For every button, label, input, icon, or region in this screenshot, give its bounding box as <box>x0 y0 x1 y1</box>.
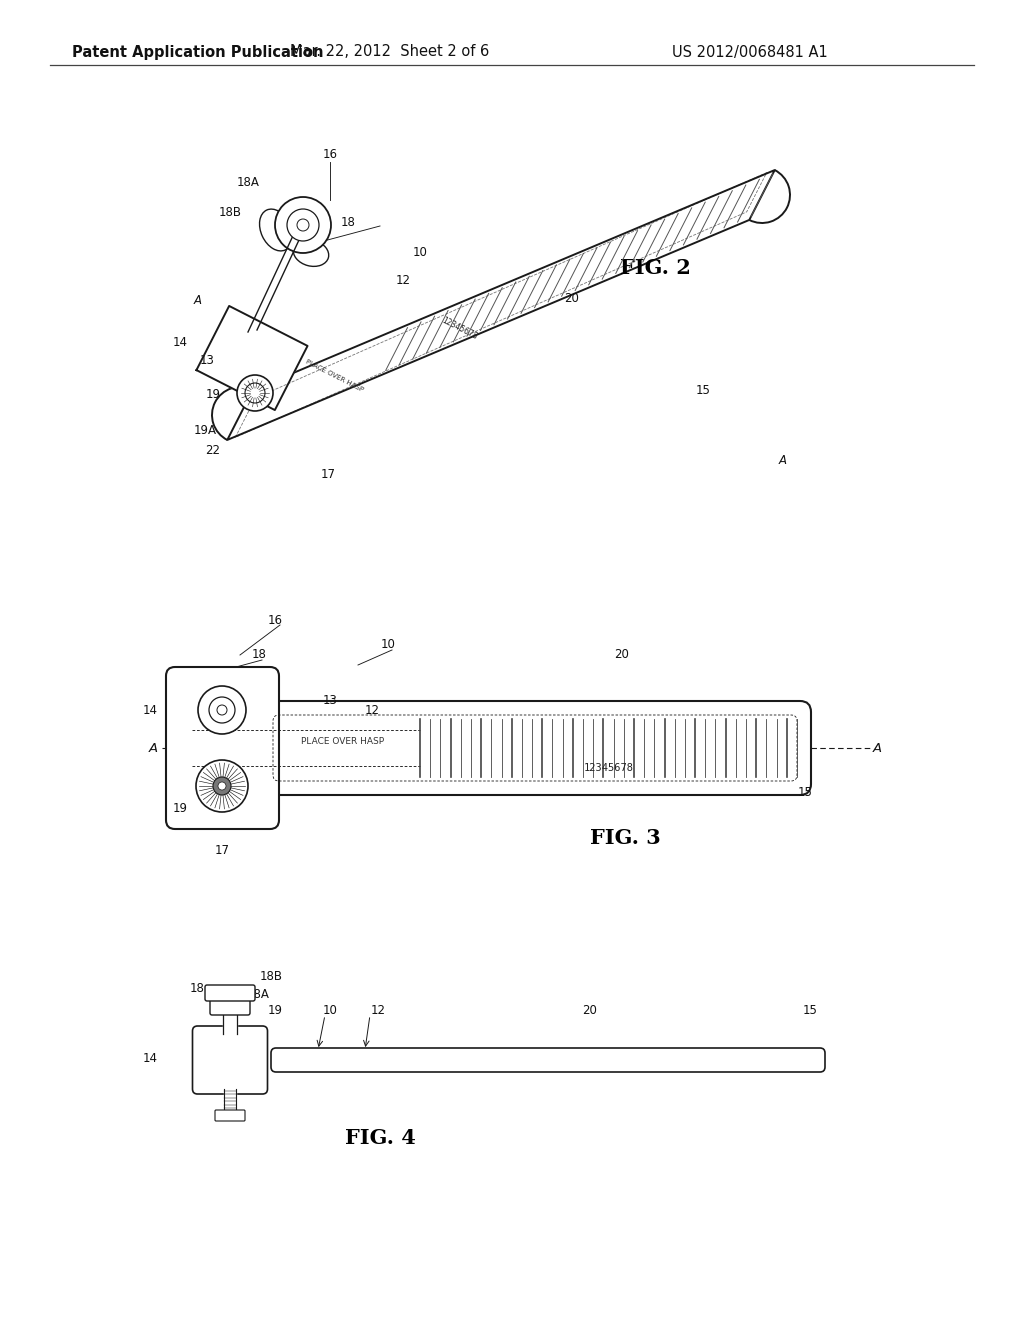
Text: Patent Application Publication: Patent Application Publication <box>72 45 324 59</box>
Text: US 2012/0068481 A1: US 2012/0068481 A1 <box>672 45 827 59</box>
Text: PLACE OVER HASP: PLACE OVER HASP <box>301 738 385 747</box>
Text: 19A: 19A <box>194 424 216 437</box>
Text: FIG. 4: FIG. 4 <box>344 1129 416 1148</box>
Text: 20: 20 <box>564 292 580 305</box>
FancyBboxPatch shape <box>205 985 255 1001</box>
Text: 12: 12 <box>395 273 411 286</box>
Text: 12345678: 12345678 <box>440 315 478 342</box>
Text: 19: 19 <box>206 388 220 401</box>
Text: 18: 18 <box>341 216 355 230</box>
Text: 16: 16 <box>267 614 283 627</box>
Text: 22: 22 <box>206 444 220 457</box>
Circle shape <box>213 777 231 795</box>
Circle shape <box>196 760 248 812</box>
Text: 16: 16 <box>323 149 338 161</box>
Text: 19: 19 <box>172 801 187 814</box>
Text: 14: 14 <box>142 1052 158 1064</box>
Circle shape <box>198 686 246 734</box>
Text: 18B: 18B <box>218 206 242 219</box>
Text: 17: 17 <box>321 469 336 482</box>
Text: FIG. 3: FIG. 3 <box>590 828 660 847</box>
Circle shape <box>275 197 331 253</box>
Circle shape <box>245 383 265 403</box>
FancyBboxPatch shape <box>259 701 811 795</box>
Text: A: A <box>148 742 158 755</box>
Text: 12: 12 <box>371 1003 385 1016</box>
Circle shape <box>218 781 226 789</box>
Text: 20: 20 <box>583 1003 597 1016</box>
Ellipse shape <box>293 240 329 267</box>
Text: 15: 15 <box>798 787 812 800</box>
Circle shape <box>287 209 319 242</box>
Polygon shape <box>227 170 775 440</box>
Text: 18B: 18B <box>260 969 283 982</box>
Circle shape <box>297 219 309 231</box>
Circle shape <box>217 705 227 715</box>
Text: A: A <box>873 742 882 755</box>
Text: 18: 18 <box>252 648 266 661</box>
Text: 14: 14 <box>172 337 187 350</box>
Circle shape <box>237 375 273 411</box>
FancyBboxPatch shape <box>271 1048 825 1072</box>
Text: 10: 10 <box>323 1003 338 1016</box>
Circle shape <box>209 697 234 723</box>
Text: FIG. 2: FIG. 2 <box>620 257 690 279</box>
Text: Mar. 22, 2012  Sheet 2 of 6: Mar. 22, 2012 Sheet 2 of 6 <box>291 45 489 59</box>
FancyBboxPatch shape <box>215 1110 245 1121</box>
Text: 19: 19 <box>268 1003 283 1016</box>
Text: 18A: 18A <box>247 987 270 1001</box>
Text: 18: 18 <box>190 982 205 994</box>
Text: 18A: 18A <box>237 177 259 190</box>
FancyBboxPatch shape <box>193 1026 267 1094</box>
Text: 13: 13 <box>323 693 338 706</box>
FancyBboxPatch shape <box>210 993 250 1015</box>
Polygon shape <box>197 306 307 411</box>
FancyBboxPatch shape <box>166 667 279 829</box>
Text: 12: 12 <box>365 704 380 717</box>
Text: 15: 15 <box>803 1003 817 1016</box>
Text: A: A <box>194 293 202 306</box>
Text: 15: 15 <box>695 384 711 396</box>
Text: PLACE OVER HASP: PLACE OVER HASP <box>304 358 364 392</box>
Text: A: A <box>779 454 787 466</box>
Text: 12345678: 12345678 <box>584 763 634 774</box>
Text: 20: 20 <box>614 648 630 661</box>
Text: 10: 10 <box>413 246 427 259</box>
Text: 17: 17 <box>214 843 229 857</box>
Text: 10: 10 <box>381 639 395 652</box>
Text: 14: 14 <box>142 704 158 717</box>
Text: 13: 13 <box>200 354 214 367</box>
Ellipse shape <box>259 209 293 251</box>
